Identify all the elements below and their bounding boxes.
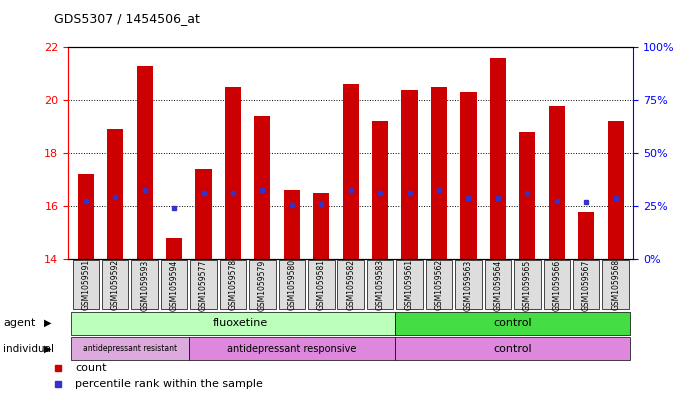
FancyBboxPatch shape <box>367 261 394 309</box>
FancyBboxPatch shape <box>102 261 129 309</box>
FancyBboxPatch shape <box>72 261 99 309</box>
Bar <box>107 129 123 259</box>
Text: GSM1059562: GSM1059562 <box>434 259 443 310</box>
Bar <box>519 132 535 259</box>
Text: GSM1059578: GSM1059578 <box>228 259 238 310</box>
Bar <box>549 105 565 259</box>
FancyBboxPatch shape <box>514 261 541 309</box>
Text: GSM1059579: GSM1059579 <box>258 259 267 310</box>
Text: antidepressant responsive: antidepressant responsive <box>227 344 357 354</box>
Bar <box>254 116 270 259</box>
FancyBboxPatch shape <box>71 337 189 360</box>
Bar <box>490 58 506 259</box>
Text: GSM1059593: GSM1059593 <box>140 259 149 310</box>
Bar <box>343 84 359 259</box>
FancyBboxPatch shape <box>71 312 395 335</box>
FancyBboxPatch shape <box>543 261 570 309</box>
FancyBboxPatch shape <box>161 261 187 309</box>
Text: GSM1059565: GSM1059565 <box>523 259 532 310</box>
Text: GDS5307 / 1454506_at: GDS5307 / 1454506_at <box>54 12 200 25</box>
Text: GSM1059580: GSM1059580 <box>287 259 296 310</box>
Bar <box>607 121 624 259</box>
FancyBboxPatch shape <box>338 261 364 309</box>
Text: control: control <box>493 344 532 354</box>
Text: GSM1059567: GSM1059567 <box>582 259 590 310</box>
FancyBboxPatch shape <box>279 261 305 309</box>
Text: percentile rank within the sample: percentile rank within the sample <box>75 378 263 389</box>
Text: GSM1059568: GSM1059568 <box>611 259 620 310</box>
Text: GSM1059591: GSM1059591 <box>81 259 91 310</box>
Bar <box>372 121 388 259</box>
Text: agent: agent <box>3 318 36 328</box>
Bar <box>137 66 153 259</box>
Bar <box>313 193 330 259</box>
Text: ▶: ▶ <box>44 318 52 328</box>
Bar <box>284 190 300 259</box>
FancyBboxPatch shape <box>603 261 629 309</box>
Text: count: count <box>75 364 106 373</box>
Text: GSM1059582: GSM1059582 <box>346 259 355 310</box>
FancyBboxPatch shape <box>189 337 395 360</box>
Bar <box>195 169 212 259</box>
FancyBboxPatch shape <box>131 261 158 309</box>
FancyBboxPatch shape <box>573 261 599 309</box>
Bar <box>402 90 417 259</box>
Text: GSM1059583: GSM1059583 <box>376 259 385 310</box>
Bar <box>578 211 595 259</box>
Text: fluoxetine: fluoxetine <box>212 318 268 328</box>
Text: GSM1059581: GSM1059581 <box>317 259 326 310</box>
FancyBboxPatch shape <box>426 261 452 309</box>
FancyBboxPatch shape <box>220 261 247 309</box>
Text: individual: individual <box>3 344 54 354</box>
FancyBboxPatch shape <box>395 337 631 360</box>
FancyBboxPatch shape <box>455 261 481 309</box>
FancyBboxPatch shape <box>190 261 217 309</box>
FancyBboxPatch shape <box>396 261 423 309</box>
Text: GSM1059592: GSM1059592 <box>111 259 120 310</box>
Text: control: control <box>493 318 532 328</box>
Bar <box>78 174 94 259</box>
Text: antidepressant resistant: antidepressant resistant <box>83 344 177 353</box>
FancyBboxPatch shape <box>485 261 511 309</box>
Text: GSM1059564: GSM1059564 <box>494 259 503 310</box>
Text: GSM1059566: GSM1059566 <box>552 259 561 310</box>
Text: GSM1059561: GSM1059561 <box>405 259 414 310</box>
Text: GSM1059563: GSM1059563 <box>464 259 473 310</box>
FancyBboxPatch shape <box>249 261 276 309</box>
Text: GSM1059577: GSM1059577 <box>199 259 208 310</box>
Bar <box>166 238 183 259</box>
Text: ▶: ▶ <box>44 344 52 354</box>
FancyBboxPatch shape <box>395 312 631 335</box>
Text: GSM1059594: GSM1059594 <box>170 259 178 310</box>
Bar <box>460 92 477 259</box>
FancyBboxPatch shape <box>308 261 334 309</box>
Bar <box>225 87 241 259</box>
Bar <box>431 87 447 259</box>
